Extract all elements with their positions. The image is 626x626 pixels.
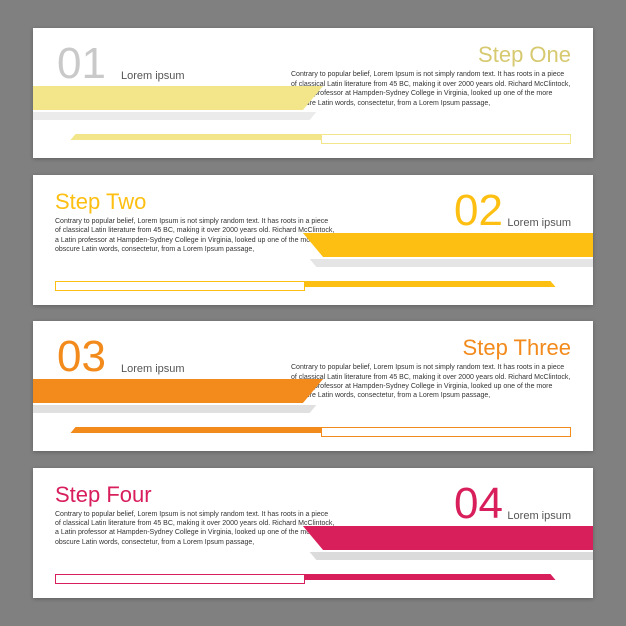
step-title: Step Three <box>463 337 571 359</box>
step-number: 01 <box>57 42 106 86</box>
step-banner-3: 03 Lorem ipsum Step Three Contrary to po… <box>33 321 593 451</box>
step-title: Step Four <box>55 484 152 506</box>
step-banner-2: Step Two Contrary to popular belief, Lor… <box>33 175 593 305</box>
step-banner-1: 01 Lorem ipsum Step One Contrary to popu… <box>33 28 593 158</box>
step-meta: Lorem ipsum <box>121 70 185 82</box>
diagonal-shadow <box>33 405 316 413</box>
diagonal-band <box>33 86 323 110</box>
diagonal-shadow <box>33 112 316 120</box>
step-body: Contrary to popular belief, Lorem Ipsum … <box>55 510 335 548</box>
step-title: Step One <box>478 44 571 66</box>
step-title: Step Two <box>55 191 146 213</box>
outline-bar <box>321 134 571 144</box>
diagonal-band <box>33 379 323 403</box>
step-banner-4: Step Four Contrary to popular belief, Lo… <box>33 468 593 598</box>
outline-bar <box>55 574 305 584</box>
diagonal-shadow <box>310 552 593 560</box>
step-number: 04 <box>454 482 503 526</box>
thin-line <box>290 574 555 580</box>
step-body: Contrary to popular belief, Lorem Ipsum … <box>55 217 335 255</box>
thin-line <box>70 134 335 140</box>
diagonal-band <box>303 233 593 257</box>
outline-bar <box>321 427 571 437</box>
step-meta: Lorem ipsum <box>121 363 185 375</box>
diagonal-shadow <box>310 259 593 267</box>
step-meta: Lorem ipsum <box>507 510 571 522</box>
step-number: 02 <box>454 189 503 233</box>
diagonal-band <box>303 526 593 550</box>
thin-line <box>70 427 335 433</box>
step-body: Contrary to popular belief, Lorem Ipsum … <box>291 363 571 401</box>
step-number: 03 <box>57 335 106 379</box>
step-body: Contrary to popular belief, Lorem Ipsum … <box>291 70 571 108</box>
outline-bar <box>55 281 305 291</box>
thin-line <box>290 281 555 287</box>
step-meta: Lorem ipsum <box>507 217 571 229</box>
